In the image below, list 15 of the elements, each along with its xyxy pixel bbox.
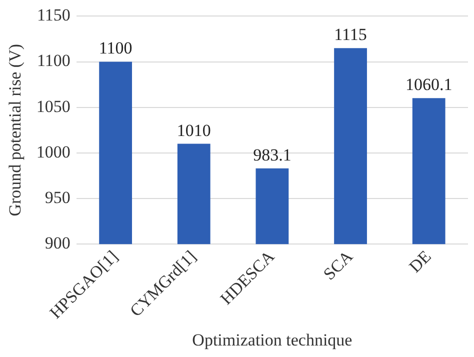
y-tick-label: 1000 (36, 142, 70, 162)
data-label: 1100 (98, 38, 132, 58)
y-tick-label: 900 (44, 234, 70, 253)
y-tick-label: 950 (44, 188, 70, 207)
y-axis-title: Ground potential rise (V) (6, 44, 25, 216)
data-label: 1010 (176, 120, 211, 140)
y-tick-label: 1050 (36, 96, 70, 116)
x-tick-label: SCA (320, 246, 358, 284)
x-axis-title: Optimization technique (192, 330, 352, 350)
y-tick-label: 1150 (37, 6, 70, 25)
x-tick-label: DE (405, 246, 435, 276)
data-label: 1115 (334, 25, 367, 44)
y-tick-label: 1100 (37, 51, 70, 70)
data-label: 983.1 (253, 145, 292, 164)
data-label: 1060.1 (405, 75, 452, 94)
